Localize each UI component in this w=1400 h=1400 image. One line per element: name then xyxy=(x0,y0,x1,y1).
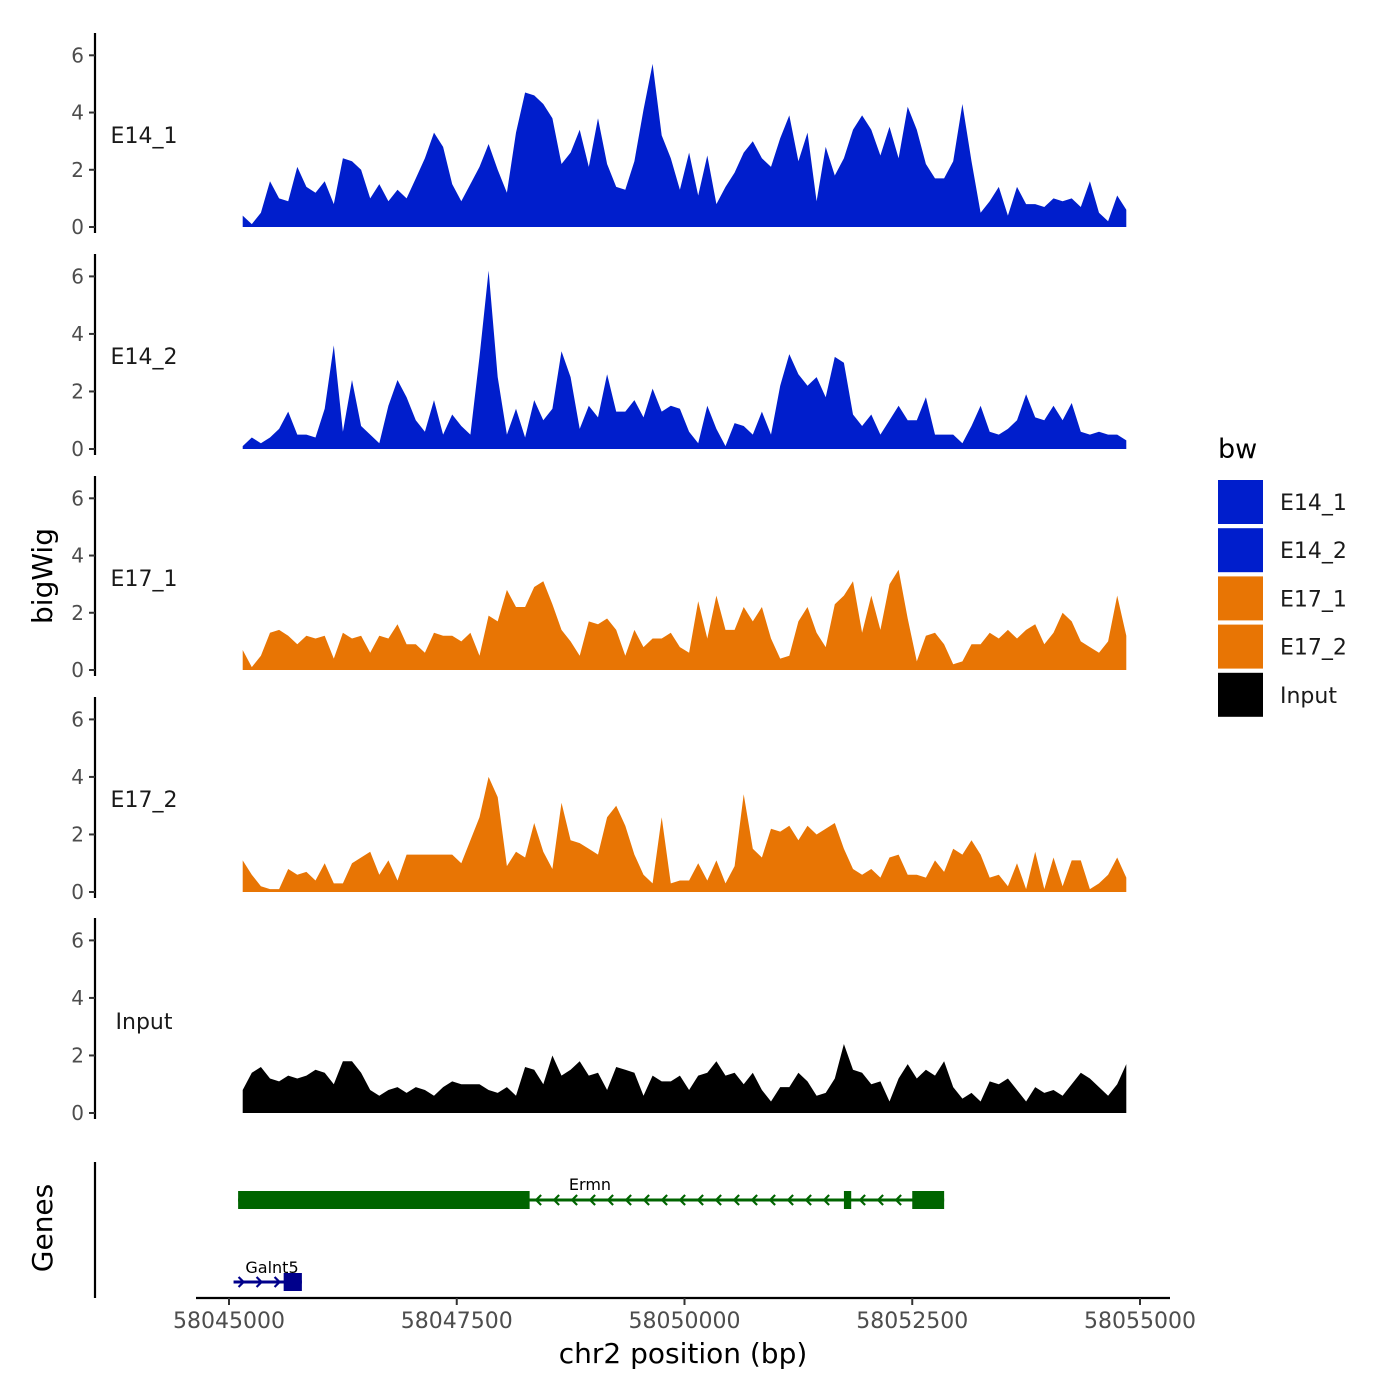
panel-label-input: Input xyxy=(116,1010,173,1035)
x-tick-label: 58052500 xyxy=(856,1309,968,1334)
signal-area-e14_1 xyxy=(242,63,1127,228)
legend-label-e14_2: E14_2 xyxy=(1280,539,1347,564)
gene-ermn xyxy=(238,1191,945,1209)
legend-label-e17_1: E17_1 xyxy=(1280,587,1347,612)
legend: bw E14_1 E14_2 E17_1 E17_2 Input xyxy=(1218,434,1347,717)
legend-key-input xyxy=(1218,672,1263,717)
legend-label-e14_1: E14_1 xyxy=(1280,491,1347,516)
legend-label-input: Input xyxy=(1280,684,1337,709)
y-tick-label: 2 xyxy=(71,822,84,846)
strand-arrow xyxy=(237,1276,246,1288)
track-input: 0 2 4 6 Input xyxy=(71,918,1127,1125)
strand-arrow xyxy=(750,1194,758,1206)
legend-key-e14_1 xyxy=(1218,480,1263,524)
gene-exon xyxy=(843,1191,852,1209)
strand-arrow xyxy=(786,1194,794,1206)
y-tick-label: 0 xyxy=(71,437,84,461)
strand-arrow xyxy=(732,1194,740,1206)
signal-area-input xyxy=(242,1044,1127,1113)
signal-area-e17_1 xyxy=(242,569,1127,670)
gene-label-galnt5: Galnt5 xyxy=(245,1258,298,1277)
strand-arrow xyxy=(255,1276,264,1288)
y-tick-label: 6 xyxy=(71,486,84,510)
x-axis: 58045000 58047500 58050000 58052500 58055000 xyxy=(173,1296,1196,1334)
y-tick-label: 4 xyxy=(71,101,84,125)
track-e17_2: 0 2 4 6 E17_2 xyxy=(71,697,1127,904)
legend-title: bw xyxy=(1218,434,1257,465)
x-tick-label: 58045000 xyxy=(173,1309,285,1334)
panel-label-e17_2: E17_2 xyxy=(111,788,178,813)
y-tick-label: 4 xyxy=(71,986,84,1010)
y-tick-label: 4 xyxy=(71,322,84,346)
track-e14_1: 0 2 4 6 E14_1 xyxy=(71,33,1127,239)
strand-arrow xyxy=(273,1276,282,1288)
y-axis-title: bigWig xyxy=(26,528,59,624)
y-tick-label: 6 xyxy=(71,264,84,288)
y-tick-label: 0 xyxy=(71,1101,84,1125)
strand-arrow xyxy=(534,1194,542,1206)
x-tick-label: 58055000 xyxy=(1084,1309,1196,1334)
strand-arrow xyxy=(768,1194,776,1206)
strand-arrow xyxy=(606,1194,614,1206)
gene-exon xyxy=(238,1191,530,1209)
strand-arrow xyxy=(570,1194,578,1206)
x-tick-label: 58050000 xyxy=(629,1309,741,1334)
y-tick-label: 2 xyxy=(71,158,84,182)
gene-galnt5 xyxy=(233,1273,302,1291)
signal-area-e17_2 xyxy=(242,776,1127,892)
legend-key-e14_2 xyxy=(1218,528,1263,573)
y-tick-label: 6 xyxy=(71,707,84,731)
legend-key-e17_2 xyxy=(1218,624,1263,669)
panel-label-e17_1: E17_1 xyxy=(111,567,178,592)
signal-area-e14_2 xyxy=(242,270,1127,449)
gene-exon xyxy=(283,1273,302,1291)
track-e14_2: 0 2 4 6 E14_2 xyxy=(71,254,1127,461)
strand-arrow xyxy=(624,1194,632,1206)
signal-tracks: 0 2 4 6 E14_1 0 2 4 6 E14_2 0 2 4 6 E17_1 0 2 4 6 E17_2 0 2 4 6… xyxy=(71,33,1127,1125)
x-tick-label: 58047500 xyxy=(401,1309,513,1334)
genes-track: Ermn Galnt5 xyxy=(93,1162,945,1298)
strand-arrow xyxy=(804,1194,812,1206)
y-tick-label: 0 xyxy=(71,215,84,239)
x-axis-title: chr2 position (bp) xyxy=(559,1337,808,1370)
y-tick-label: 0 xyxy=(71,880,84,904)
y-tick-label: 0 xyxy=(71,658,84,682)
strand-arrow xyxy=(894,1194,902,1206)
strand-arrow xyxy=(876,1194,884,1206)
y-tick-label: 2 xyxy=(71,1043,84,1067)
gene-exon xyxy=(912,1191,945,1209)
strand-arrow xyxy=(696,1194,704,1206)
legend-label-e17_2: E17_2 xyxy=(1280,636,1347,661)
strand-arrow xyxy=(660,1194,668,1206)
legend-key-e17_1 xyxy=(1218,576,1263,621)
strand-arrow xyxy=(588,1194,596,1206)
panel-label-e14_2: E14_2 xyxy=(111,345,178,370)
y-tick-label: 4 xyxy=(71,544,84,568)
strand-arrow xyxy=(642,1194,650,1206)
y-tick-label: 6 xyxy=(71,43,84,67)
strand-arrow xyxy=(678,1194,686,1206)
y-tick-label: 2 xyxy=(71,379,84,403)
strand-arrow xyxy=(552,1194,560,1206)
strand-arrow xyxy=(858,1194,866,1206)
strand-arrow xyxy=(822,1194,830,1206)
genes-axis-title: Genes xyxy=(26,1184,59,1272)
track-e17_1: 0 2 4 6 E17_1 xyxy=(71,476,1127,682)
panel-label-e14_1: E14_1 xyxy=(111,124,178,149)
y-tick-label: 6 xyxy=(71,928,84,952)
strand-arrow xyxy=(714,1194,722,1206)
gene-label-ermn: Ermn xyxy=(569,1175,611,1194)
y-tick-label: 4 xyxy=(71,765,84,789)
y-tick-label: 2 xyxy=(71,601,84,625)
